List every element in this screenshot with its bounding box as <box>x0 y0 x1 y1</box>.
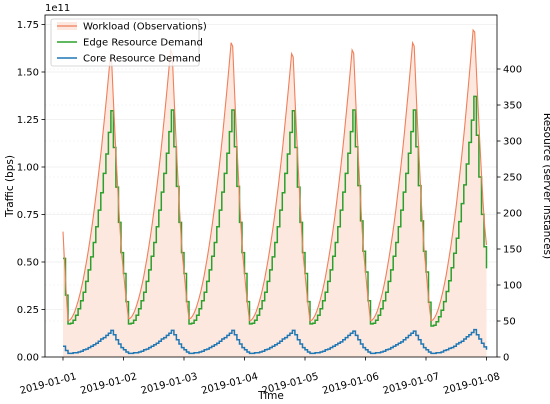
legend-label-core: Core Resource Demand <box>83 54 201 65</box>
plot-frame <box>44 14 498 358</box>
core-resource-demand-line <box>63 328 488 355</box>
y-tick-label-left-3: 0.75 <box>17 210 39 221</box>
y-tick-label-left-5: 1.25 <box>17 115 39 126</box>
y-tick-label-left-2: 0.50 <box>17 258 39 269</box>
y-tick-label-left-1: 0.25 <box>17 305 39 316</box>
plot-series <box>62 28 488 357</box>
y-tick-label-right-7: 350 <box>503 101 522 112</box>
y-tick-label-right-6: 300 <box>503 137 522 148</box>
y-tick-label-right-2: 100 <box>503 281 522 292</box>
y-tick-label-left-7: 1.75 <box>17 20 39 31</box>
y-tick-label-right-8: 400 <box>503 65 522 76</box>
y-tick-label-right-5: 250 <box>503 173 522 184</box>
left-axis-multiplier: 1e11 <box>45 3 70 14</box>
y-axis-title-right: Resource (server instances) <box>541 113 550 259</box>
y-tick-label-right-4: 200 <box>503 209 522 220</box>
legend: Workload (Observations) Edge Resource De… <box>50 18 207 67</box>
workload-line <box>62 28 488 322</box>
y-tick-label-right-1: 50 <box>503 317 516 328</box>
legend-label-workload: Workload (Observations) <box>83 22 207 33</box>
edge-resource-demand-line <box>63 95 488 327</box>
y-tick-label-left-6: 1.50 <box>17 68 39 79</box>
y-tick-label-right-3: 150 <box>503 245 522 256</box>
workload-fill-area <box>63 30 487 357</box>
legend-label-edge: Edge Resource Demand <box>83 38 203 49</box>
y-axis-title-left: Traffic (bps) <box>4 155 16 218</box>
y-tick-label-left-4: 1.00 <box>17 163 39 174</box>
y-tick-label-right-0: 0 <box>503 353 509 364</box>
legend-box <box>50 18 200 67</box>
x-axis-title: Time <box>257 390 284 402</box>
y-tick-label-left-0: 0.00 <box>17 353 39 364</box>
